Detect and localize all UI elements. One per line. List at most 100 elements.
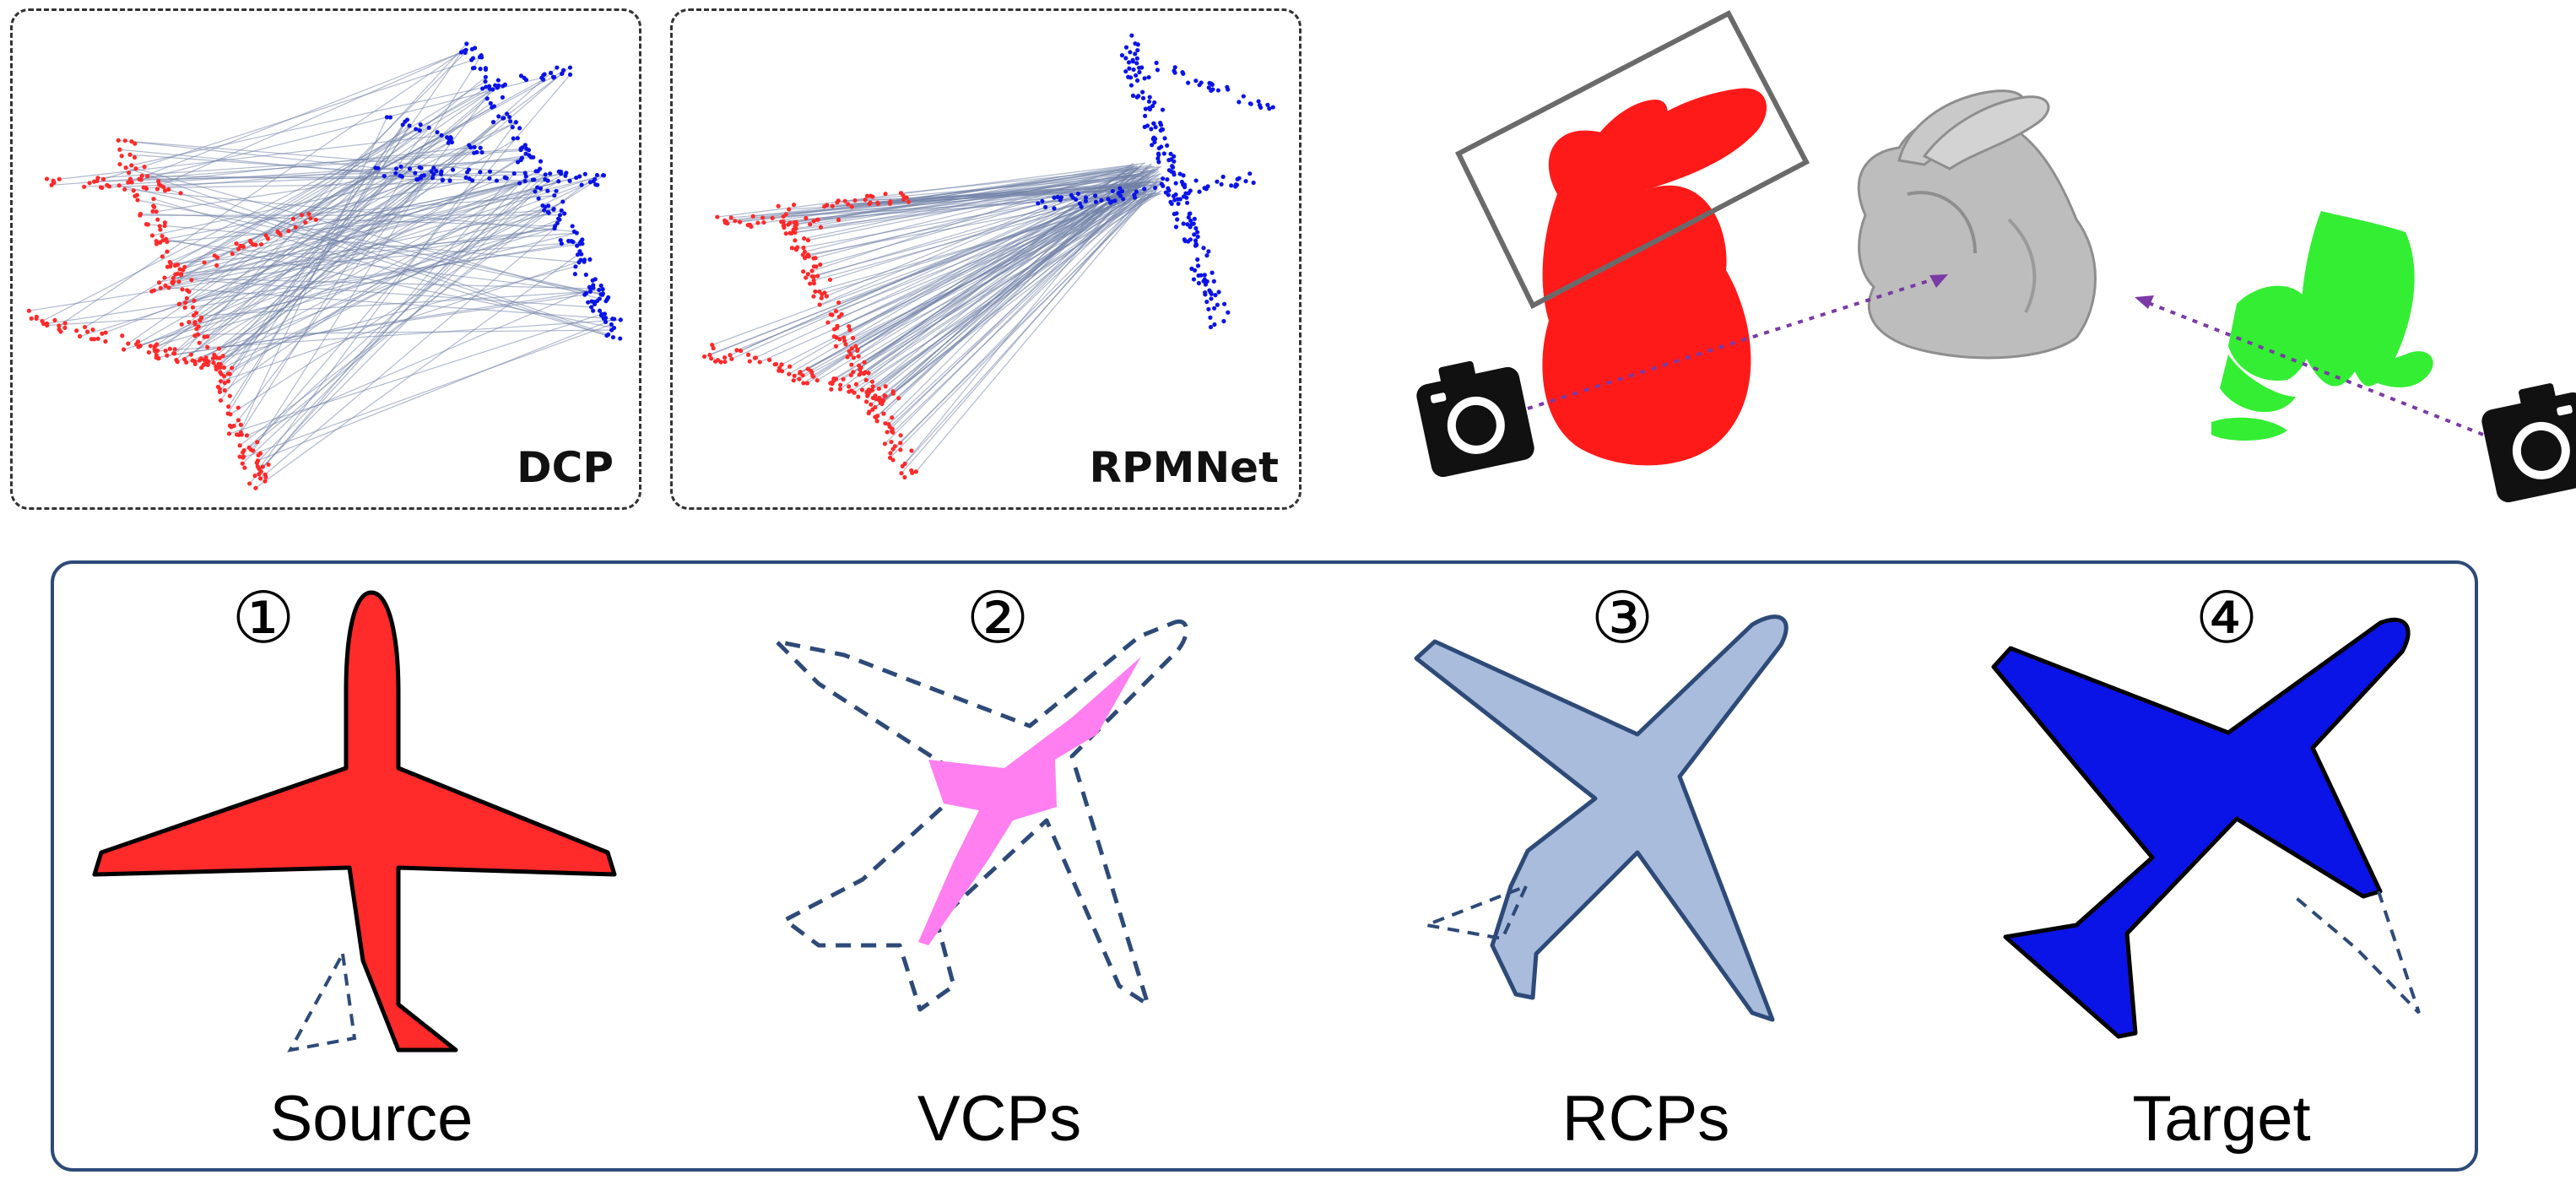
left-arrowhead (1929, 274, 1948, 288)
correspondence-line (46, 290, 591, 327)
correspondence-line (901, 167, 1139, 194)
source-point (87, 181, 92, 186)
correspondence-line (207, 181, 591, 365)
source-point (172, 351, 177, 356)
source-point (813, 289, 818, 294)
target-point (546, 210, 551, 215)
source-point (184, 360, 189, 365)
correspondence-line (831, 191, 1162, 385)
source-point (729, 356, 734, 361)
target-point (618, 336, 623, 341)
source-point (121, 347, 127, 352)
source-point (853, 382, 859, 387)
correspondence-line (119, 185, 602, 295)
target-point (1040, 198, 1045, 203)
source-point (100, 185, 105, 190)
target-point (1195, 234, 1200, 240)
source-point (105, 182, 110, 187)
target-point (603, 316, 609, 321)
source-point (869, 402, 874, 407)
source-point (847, 323, 852, 329)
source-point (849, 388, 854, 393)
target-point (519, 155, 525, 160)
target-point (1175, 217, 1180, 222)
correspondence-line (125, 167, 609, 335)
correspondence-line (139, 184, 582, 347)
target-point (557, 217, 562, 222)
source-point (175, 360, 180, 365)
correspondence-line (192, 241, 582, 308)
target-point (541, 73, 546, 78)
source-point (737, 219, 743, 225)
source-point (257, 472, 262, 477)
source-point (770, 215, 775, 221)
target-point (610, 334, 616, 340)
source-point (777, 365, 782, 371)
target-point (1123, 68, 1128, 74)
source-point (162, 188, 168, 193)
source-point (117, 161, 122, 167)
source-point (149, 233, 155, 238)
correspondence-line (246, 288, 591, 436)
source-point (863, 370, 868, 375)
source-point (146, 349, 151, 355)
target-point (570, 224, 575, 229)
source-point (718, 360, 723, 365)
source-point (148, 344, 153, 349)
source-point (889, 439, 894, 445)
target-point (1172, 154, 1177, 159)
source-point (791, 203, 797, 208)
step-label-vcps: VCPs (917, 1083, 1082, 1155)
target-point (587, 180, 593, 185)
source-point (258, 476, 263, 481)
target-point (552, 193, 557, 198)
source-point (198, 317, 203, 323)
target-point (431, 165, 436, 171)
source-point (913, 469, 918, 474)
source-point (217, 355, 222, 360)
target-point (600, 291, 605, 296)
source-point (836, 300, 842, 306)
correspondence-line (293, 106, 493, 219)
correspondence-line (883, 170, 1136, 401)
source-point (747, 222, 753, 228)
correspondence-line (131, 140, 526, 174)
target-point (488, 100, 493, 106)
target-point (419, 165, 424, 171)
target-point (517, 181, 522, 186)
target-point (1204, 299, 1210, 305)
right-view-arrow (2141, 299, 2495, 441)
target-point (1075, 191, 1081, 197)
source-point (853, 344, 858, 349)
target-point (487, 86, 492, 91)
source-point (196, 324, 201, 329)
source-point (723, 219, 729, 225)
correspondence-line (127, 84, 500, 344)
source-point (787, 220, 793, 225)
target-point (601, 172, 606, 178)
target-point (491, 104, 497, 109)
source-point (180, 287, 185, 292)
source-point (746, 352, 751, 357)
source-point (138, 213, 143, 218)
source-point (226, 404, 231, 409)
target-point (1192, 232, 1197, 237)
source-point (222, 374, 227, 379)
target-point (466, 167, 472, 172)
target-point (495, 78, 501, 83)
target-point (1055, 194, 1060, 200)
target-point (1134, 61, 1139, 66)
target-point (599, 311, 604, 317)
target-point (1191, 277, 1197, 282)
correspondence-line (131, 86, 486, 166)
target-point (478, 170, 483, 175)
target-point (504, 176, 509, 181)
target-point (1136, 94, 1141, 99)
source-point (789, 246, 794, 251)
source-point (722, 359, 728, 365)
target-point (511, 171, 517, 176)
target-point (526, 148, 532, 153)
target-point (555, 220, 560, 225)
source-point (222, 381, 227, 386)
target-point (1188, 218, 1193, 224)
